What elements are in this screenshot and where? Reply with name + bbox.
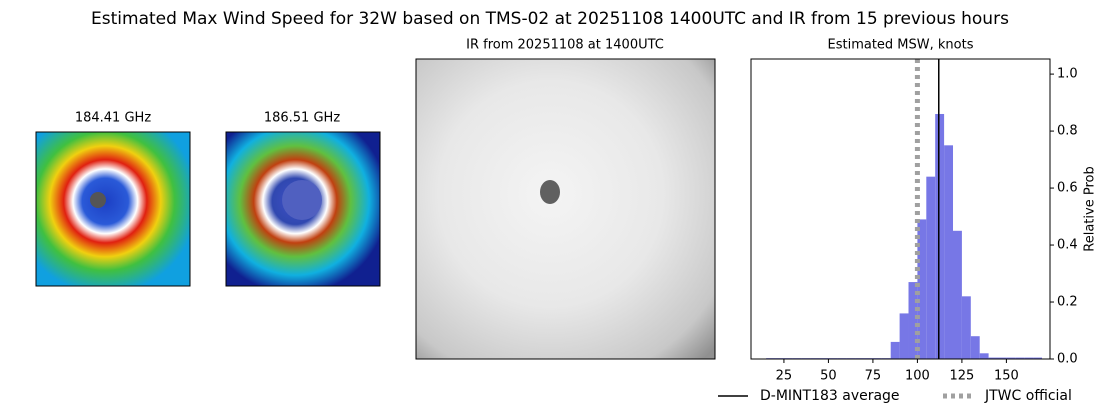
bar: [926, 176, 936, 359]
x-tick-label: 150: [994, 369, 1019, 384]
y-tick-label: 1.0: [1057, 67, 1078, 82]
panel-title: 184.41 GHz: [75, 111, 151, 126]
bar: [1006, 357, 1016, 359]
chart-title: Estimated MSW, knots: [828, 38, 974, 53]
bar: [899, 313, 909, 359]
eye: [90, 192, 106, 208]
y-tick-label: 0.6: [1057, 181, 1078, 196]
y-tick-label: 0.8: [1057, 124, 1078, 139]
bar: [1015, 357, 1025, 359]
microwave-image: [35, 131, 191, 287]
legend-label: JTWC official: [984, 388, 1072, 404]
bar: [970, 336, 980, 359]
bar: [988, 357, 998, 359]
plot-frame: [750, 58, 1051, 360]
y-axis-label: Relative Prob: [1083, 166, 1098, 251]
bar: [917, 219, 927, 359]
x-tick-label: 100: [905, 369, 930, 384]
x-tick-label: 75: [865, 369, 882, 384]
legend-label: D-MINT183 average: [760, 388, 900, 404]
ir-image: [415, 58, 716, 360]
bar: [979, 353, 989, 359]
eye: [540, 180, 560, 204]
panel-title: IR from 20251108 at 1400UTC: [466, 38, 664, 53]
x-tick-label: 25: [776, 369, 793, 384]
bar: [944, 145, 954, 359]
bar: [1033, 357, 1042, 359]
eye: [282, 180, 322, 220]
bar: [890, 341, 900, 359]
figure-title: Estimated Max Wind Speed for 32W based o…: [91, 9, 1009, 29]
y-tick-label: 0.2: [1057, 295, 1078, 310]
x-tick-label: 125: [949, 369, 974, 384]
bar: [953, 230, 962, 359]
panel-title: 186.51 GHz: [264, 111, 340, 126]
bar: [908, 282, 918, 359]
bar: [961, 296, 971, 359]
bar: [1024, 357, 1034, 359]
bar: [997, 357, 1007, 359]
y-tick-label: 0.0: [1057, 352, 1078, 367]
x-tick-label: 50: [820, 369, 837, 384]
y-tick-label: 0.4: [1057, 238, 1078, 253]
bar: [935, 113, 945, 360]
